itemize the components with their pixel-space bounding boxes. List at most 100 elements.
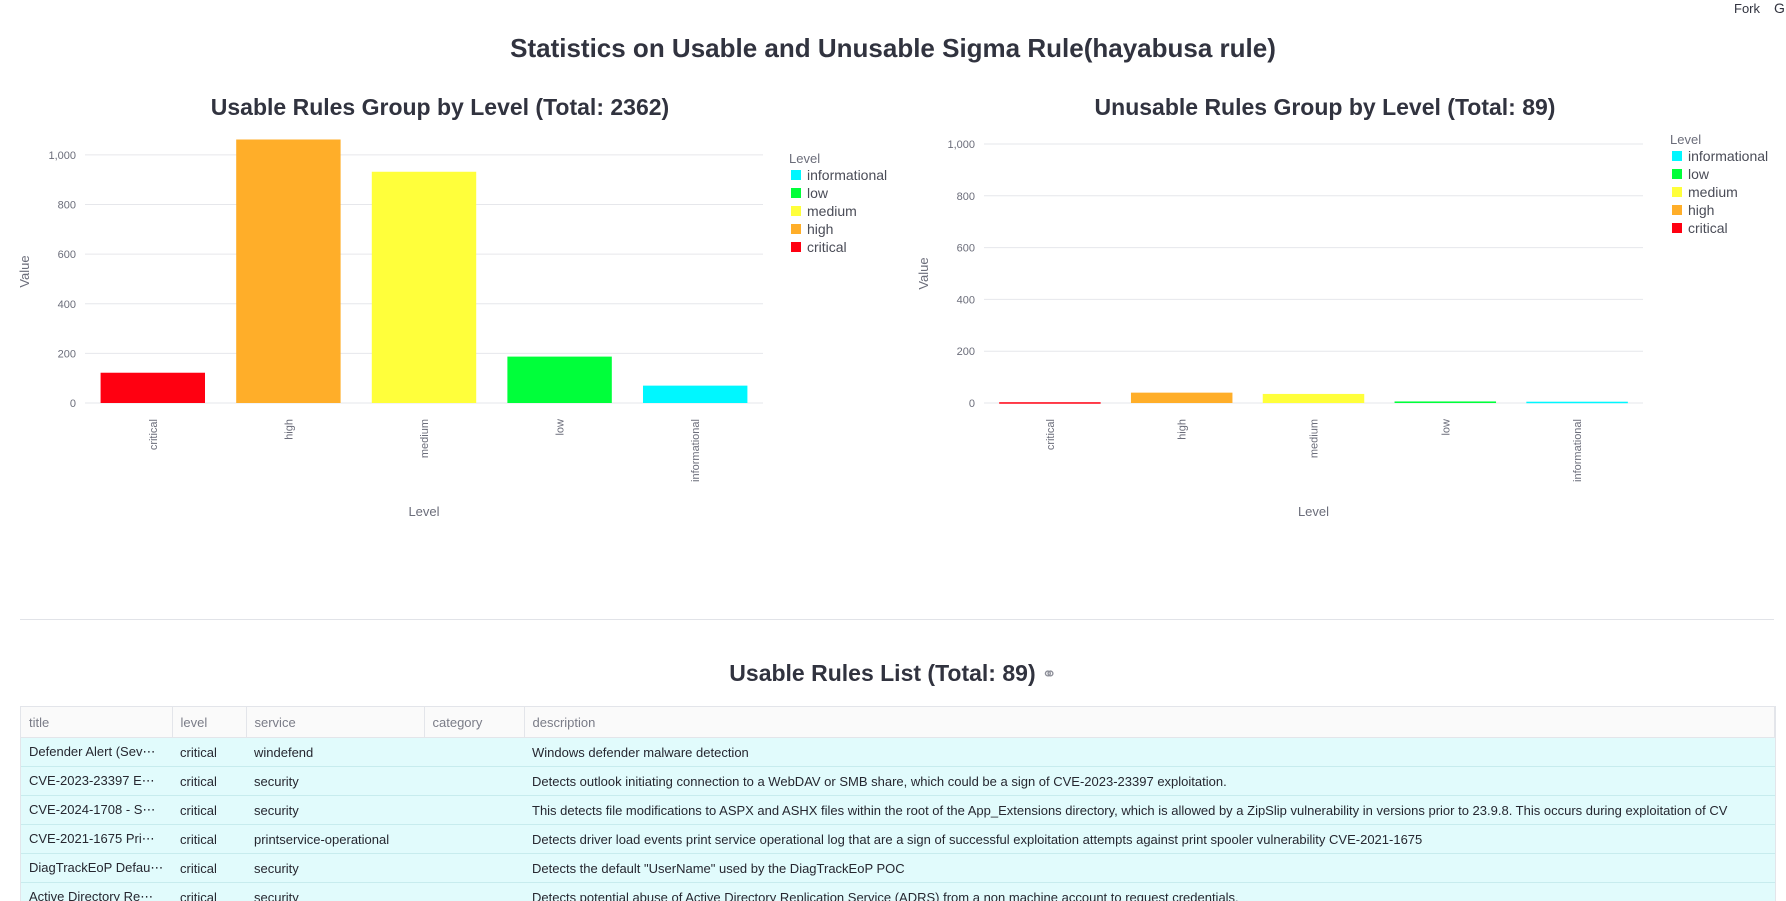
rules-list-title: Usable Rules List (Total: 89) ⚭	[0, 660, 1786, 687]
cell-category	[424, 854, 524, 883]
legend-title: Level	[1670, 132, 1701, 147]
cell-description: This detects file modifications to ASPX …	[524, 796, 1775, 825]
bar-high	[236, 140, 340, 403]
column-header-category[interactable]: category	[424, 707, 524, 738]
cell-level: critical	[172, 796, 246, 825]
legend-label-medium: medium	[807, 203, 857, 219]
y-tick-label: 400	[58, 299, 76, 311]
fork-button[interactable]: Fork	[1734, 1, 1760, 16]
y-tick-label: 1,000	[947, 139, 975, 151]
x-tick-label: low	[555, 419, 567, 436]
column-header-description[interactable]: description	[524, 707, 1775, 738]
x-tick-label: critical	[1045, 419, 1057, 450]
legend-swatch-low	[791, 188, 801, 198]
cell-service: security	[246, 767, 424, 796]
legend-label-critical: critical	[807, 239, 847, 255]
unusable-chart-title: Unusable Rules Group by Level (Total: 89…	[925, 94, 1725, 121]
cell-category	[424, 738, 524, 767]
legend-swatch-high	[1672, 205, 1682, 215]
y-tick-label: 600	[957, 243, 975, 255]
legend-swatch-medium	[1672, 187, 1682, 197]
y-tick-label: 200	[58, 348, 76, 360]
topbar: Fork G	[1734, 0, 1786, 16]
legend-label-high: high	[807, 221, 833, 237]
cell-level: critical	[172, 883, 246, 901]
y-tick-label: 0	[70, 398, 76, 410]
bar-medium	[372, 172, 476, 403]
cell-service: windefend	[246, 738, 424, 767]
y-tick-label: 1,000	[48, 150, 76, 162]
x-axis-label: Level	[1298, 504, 1329, 519]
bar-critical	[999, 402, 1100, 404]
github-icon[interactable]: G	[1774, 1, 1784, 15]
x-tick-label: medium	[1309, 419, 1321, 458]
rules-list-title-text: Usable Rules List (Total: 89)	[729, 660, 1035, 686]
y-tick-label: 600	[58, 249, 76, 261]
cell-level: critical	[172, 767, 246, 796]
x-tick-label: low	[1440, 419, 1452, 436]
cell-level: critical	[172, 854, 246, 883]
cell-service: printservice-operational	[246, 825, 424, 854]
y-axis-label: Value	[916, 257, 931, 289]
x-axis-label: Level	[408, 504, 439, 519]
legend-swatch-critical	[1672, 223, 1682, 233]
bar-critical	[101, 373, 205, 403]
legend-title: Level	[789, 151, 820, 166]
page-title: Statistics on Usable and Unusable Sigma …	[0, 33, 1786, 64]
y-tick-label: 200	[957, 346, 975, 358]
cell-category	[424, 767, 524, 796]
cell-description: Detects potential abuse of Active Direct…	[524, 883, 1775, 901]
legend-swatch-critical	[791, 242, 801, 252]
x-tick-label: critical	[148, 419, 160, 450]
section-divider	[20, 619, 1774, 620]
legend-swatch-informational	[791, 170, 801, 180]
y-tick-label: 800	[957, 191, 975, 203]
cell-title: Active Directory Re⋯	[21, 883, 172, 901]
cell-description: Detects driver load events print service…	[524, 825, 1775, 854]
x-tick-label: informational	[1572, 419, 1584, 482]
cell-title: CVE-2024-1708 - S⋯	[21, 796, 172, 825]
x-tick-label: informational	[690, 419, 702, 482]
bar-informational	[643, 386, 747, 403]
legend-swatch-informational	[1672, 151, 1682, 161]
y-tick-label: 400	[957, 294, 975, 306]
bar-informational	[1526, 402, 1627, 404]
x-tick-label: high	[283, 419, 295, 440]
cell-title: CVE-2023-23397 E⋯	[21, 767, 172, 796]
y-axis-label: Value	[17, 255, 32, 287]
legend-label-informational: informational	[1688, 148, 1768, 164]
cell-service: security	[246, 883, 424, 901]
legend-swatch-low	[1672, 169, 1682, 179]
cell-title: Defender Alert (Sev⋯	[21, 738, 172, 767]
cell-description: Detects the default "UserName" used by t…	[524, 854, 1775, 883]
legend-label-low: low	[807, 185, 829, 201]
legend-label-medium: medium	[1688, 184, 1738, 200]
cell-description: Windows defender malware detection	[524, 738, 1775, 767]
cell-category	[424, 883, 524, 901]
cell-level: critical	[172, 738, 246, 767]
usable-chart-title: Usable Rules Group by Level (Total: 2362…	[40, 94, 840, 121]
legend-swatch-medium	[791, 206, 801, 216]
column-header-level[interactable]: level	[172, 707, 246, 738]
column-header-service[interactable]: service	[246, 707, 424, 738]
cell-title: CVE-2021-1675 Pri⋯	[21, 825, 172, 854]
bar-low	[1395, 401, 1496, 403]
x-tick-label: medium	[419, 419, 431, 458]
cell-level: critical	[172, 825, 246, 854]
bar-medium	[1263, 394, 1364, 403]
legend-swatch-high	[791, 224, 801, 234]
legend-label-high: high	[1688, 202, 1714, 218]
column-header-title[interactable]: title	[21, 707, 172, 738]
bar-high	[1131, 393, 1232, 403]
link-icon[interactable]: ⚭	[1042, 664, 1057, 685]
